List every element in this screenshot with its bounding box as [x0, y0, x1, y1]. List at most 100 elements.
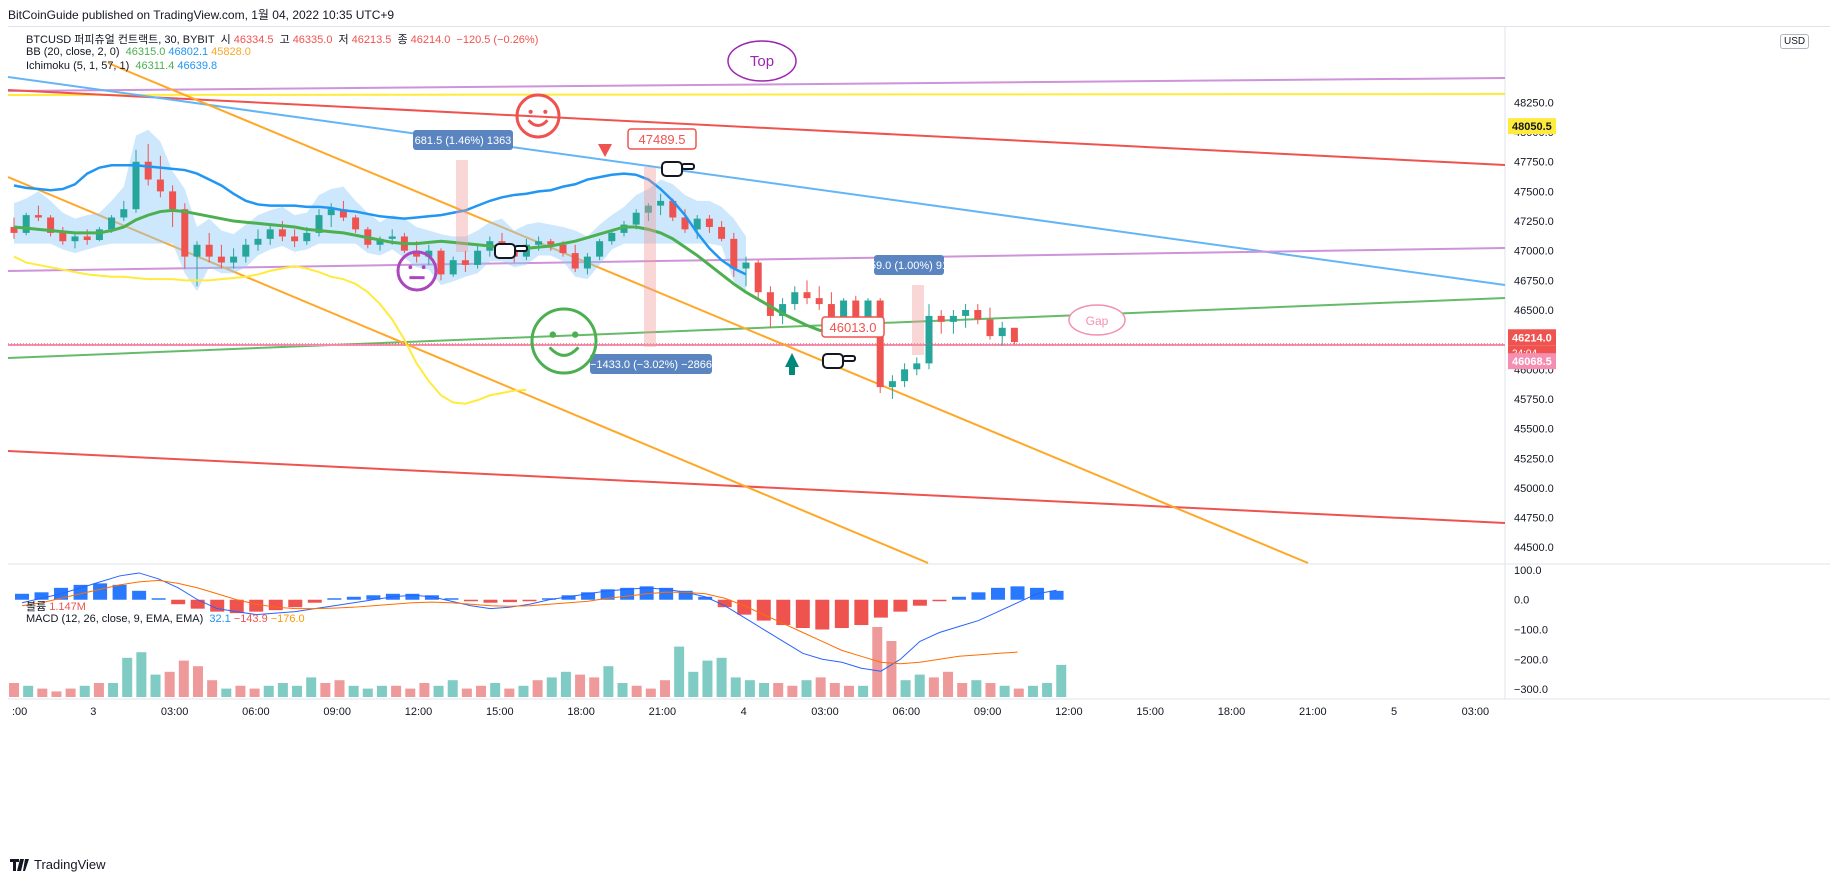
footer-brand[interactable]: TradingView — [10, 857, 106, 872]
chart-canvas[interactable]: 48250.048000.047750.047500.047250.047000… — [8, 27, 1830, 849]
volume-bar — [405, 688, 416, 697]
macd-hist-bar — [34, 592, 49, 600]
volume-bar — [971, 680, 982, 697]
volume-bar — [659, 680, 670, 697]
candle-body — [22, 215, 30, 233]
macd-hist-bar — [717, 599, 732, 608]
volume-bar — [914, 674, 925, 697]
candle-body — [669, 200, 677, 218]
price-tick-label: 47500.0 — [1514, 186, 1554, 198]
measure-right-label: 459.0 (1.00%) 918 — [864, 260, 955, 272]
publish-caption: BitCoinGuide published on TradingView.co… — [8, 8, 395, 22]
volume-bar — [957, 683, 968, 697]
candle-body — [95, 229, 103, 241]
macd-hist-bar — [522, 599, 537, 602]
candle-body — [230, 256, 238, 263]
price-tick-label: 48250.0 — [1514, 97, 1554, 109]
volume-bar — [985, 683, 996, 697]
volume-bar — [51, 691, 62, 697]
candle-body — [596, 241, 604, 257]
volume-bar — [815, 677, 826, 697]
time-tick-label: 06:00 — [242, 706, 270, 718]
volume-bar — [589, 677, 600, 697]
time-tick-label: 09:00 — [974, 706, 1002, 718]
volume-bar — [65, 688, 76, 697]
macd-hist-bar — [503, 599, 517, 603]
price-label-current: 46214.0 — [1512, 332, 1552, 344]
volume-bar — [334, 680, 345, 697]
macd-hist-bar — [132, 590, 147, 600]
price-tick-label: 45000.0 — [1514, 483, 1554, 495]
candle-body — [327, 209, 335, 216]
macd-hist-bar — [659, 587, 674, 600]
macd-hist-bar — [171, 599, 186, 605]
macd-hist-bar — [698, 596, 713, 600]
macd-hist-bar — [854, 599, 869, 626]
volume-bar — [617, 683, 628, 697]
volume-bar — [362, 688, 373, 697]
volume-bar — [900, 680, 911, 697]
macd-hist-bar — [834, 599, 849, 629]
legend-symbol-row: BTCUSD 퍼피츄얼 컨트랙트, 30, BYBIT 시 46334.5 고 46… — [26, 34, 539, 46]
volume-bar — [872, 627, 883, 697]
candle-body — [376, 238, 384, 245]
volume-bar — [688, 671, 699, 697]
legend-ichimoku-label: Ichimoku (5, 1, 57, 1) — [26, 60, 130, 72]
candle-body — [815, 298, 823, 305]
chart-area[interactable]: 48250.048000.047750.047500.047250.047000… — [8, 26, 1830, 849]
candle-body — [535, 241, 543, 245]
volume-bar — [504, 688, 515, 697]
macd-hist-bar — [912, 599, 927, 606]
candle-body — [461, 260, 469, 265]
measure-up-range — [456, 160, 468, 252]
bb-lower-line — [13, 255, 527, 405]
volume-bar — [674, 646, 685, 697]
candle-body — [791, 292, 799, 305]
volume-bar — [292, 685, 303, 697]
currency-button[interactable]: USD — [1780, 34, 1810, 49]
candle-body — [754, 262, 762, 293]
neutral-face-icon-eye — [408, 265, 413, 270]
time-tick-label: 15:00 — [486, 706, 514, 718]
candle-body — [278, 229, 286, 237]
volume-bar — [928, 677, 939, 697]
trend-line — [8, 247, 1506, 272]
candle-body — [742, 262, 750, 269]
candle-body — [413, 250, 421, 257]
candle-body — [583, 256, 591, 269]
volume-bar — [263, 685, 274, 697]
pointing-hand-icon — [661, 161, 683, 177]
macd-hist-bar — [15, 593, 29, 600]
candle-body — [266, 229, 274, 239]
price-tick-label: 47250.0 — [1514, 216, 1554, 228]
time-tick-label: 4 — [741, 706, 747, 718]
candle-body — [132, 161, 140, 210]
macd-hist-bar — [581, 592, 596, 600]
macd-hist-bar — [483, 599, 498, 603]
footer-brand-text: TradingView — [34, 857, 106, 872]
gap-callout-label: Gap — [1086, 314, 1109, 328]
neutral-face-icon-eye — [421, 265, 426, 270]
candle-body — [144, 161, 152, 180]
legend-symbol: BTCUSD 퍼피츄얼 컨트랙트, 30, BYBIT — [26, 34, 215, 46]
candle-body — [339, 209, 347, 218]
candle-body — [449, 260, 457, 275]
price-label-48050-bg — [1508, 118, 1556, 135]
candle-body — [888, 381, 896, 388]
candle-body — [108, 217, 116, 230]
macd-hist-bar — [444, 598, 459, 600]
macd-hist-bar — [1049, 590, 1064, 600]
gap-callout-bubble — [1068, 304, 1126, 336]
up-arrow-icon — [785, 353, 799, 367]
macd-hist-bar — [951, 596, 966, 600]
candle-body — [254, 238, 262, 245]
volume-bar — [277, 683, 288, 697]
macd-hist-bar — [678, 590, 693, 600]
legend-bb-label: BB (20, close, 2, 0) — [26, 46, 120, 58]
trend-line — [8, 89, 1506, 166]
low-price-box — [821, 316, 885, 338]
candle-body — [644, 205, 652, 213]
volume-bar — [461, 688, 472, 697]
volume-bar — [37, 688, 48, 697]
macd-hist-bar — [893, 599, 908, 612]
